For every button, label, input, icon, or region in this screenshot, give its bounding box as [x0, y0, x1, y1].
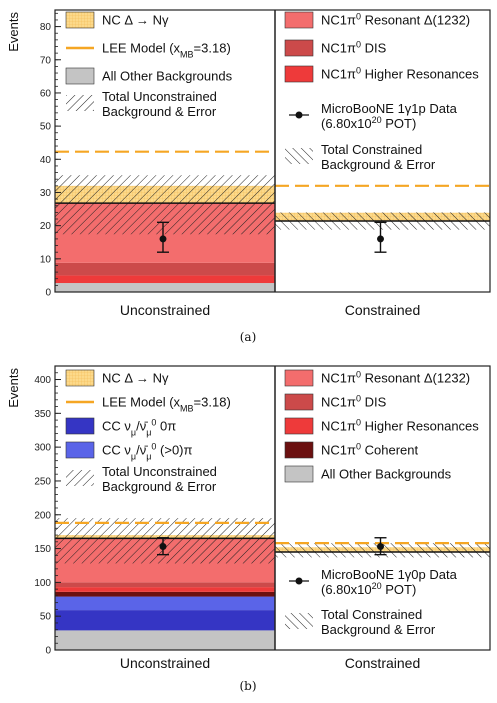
legend-right-lower-hatch-con-label: Total Constrained	[321, 607, 422, 622]
b-ytick-label: 350	[34, 409, 51, 420]
legend-right-hatch-con-label-line2: Background & Error	[321, 157, 436, 172]
legend-left-cc0-label: CC νμ/ν̄μ0 0π	[102, 418, 176, 438]
legend-left-hatch-unc-label-line2: Background & Error	[102, 479, 217, 494]
a-ytick-label: 60	[40, 88, 52, 99]
legend-right-nc-res-label: NC1π0 Resonant Δ(1232)	[321, 12, 470, 28]
legend-right-data-label-line2: (6.80x1020 POT)	[321, 115, 416, 131]
b-ytick-label: 200	[34, 510, 51, 521]
b-y-axis-title: Events	[6, 368, 21, 408]
a-plot-frame	[54, 9, 491, 293]
legend-right-other-bkg-swatch	[284, 465, 314, 483]
a-bar-unconstrained-2	[55, 262, 275, 276]
legend-right-nc-dis-swatch	[284, 393, 314, 411]
legend-right-nc-higher-label: NC1π0 Higher Resonances	[321, 66, 479, 82]
legend-left-hatch-unc-label: Total Unconstrained	[102, 464, 217, 479]
legend-right-hatch-con-swatch	[285, 148, 313, 164]
b-error-band-constrained	[275, 543, 490, 558]
b-ytick-label: 50	[40, 612, 52, 623]
b-ytick-label: 300	[34, 443, 51, 454]
legend-right-nc-dis-swatch	[284, 39, 314, 57]
a-y-axis-title: Events	[6, 12, 21, 52]
a-data-point-0	[159, 235, 167, 243]
legend-right-data-marker	[295, 111, 303, 119]
a-category-label-1: Constrained	[345, 302, 421, 318]
legend-left-lee-label: LEE Model (xMB=3.18)	[102, 395, 231, 414]
b-bar-unconstrained-4	[55, 587, 275, 592]
a-ytick-label: 0	[45, 288, 51, 299]
legend-right-nc-higher-swatch	[284, 65, 314, 83]
legend-right-lower-data-marker	[295, 577, 303, 585]
legend-left-cc0-swatch	[65, 417, 95, 435]
a-ytick-label: 10	[40, 254, 52, 265]
b-bar-unconstrained-3	[55, 591, 275, 597]
legend-left-other-bkg-swatch	[65, 67, 95, 85]
a-ytick-label: 70	[40, 55, 52, 66]
b-ytick-label: 400	[34, 375, 51, 386]
b-error-band-unconstrained	[55, 518, 275, 564]
legend-right-lower-data-label-line2: (6.80x1020 POT)	[321, 581, 416, 597]
legend-left-nc-delta-label: NC Δ → Nγ	[102, 13, 169, 28]
a-ytick-label: 50	[40, 122, 52, 133]
chart-panel-a: 0 10 20 30 40 50 60 70 80 Events Unconstrained Cons…	[6, 9, 491, 344]
legend-left-other-bkg-label: All Other Backgrounds	[102, 69, 233, 84]
legend-right-nc-coh-swatch	[284, 441, 314, 459]
b-bar-unconstrained-0	[55, 630, 275, 650]
legend-left-lee-label: LEE Model (xMB=3.18)	[102, 41, 231, 60]
legend-right-data-label: MicroBooNE 1γ1p Data	[321, 101, 458, 116]
b-bar-unconstrained-2	[55, 596, 275, 611]
legend-left-nc-delta-swatch	[65, 369, 95, 387]
legend-left-hatch-unc-swatch	[66, 470, 94, 486]
legend-right-lower-hatch-con-label-line2: Background & Error	[321, 622, 436, 637]
a-ytick-label: 40	[40, 155, 52, 166]
legend-left-hatch-unc-label-line2: Background & Error	[102, 104, 217, 119]
legend-left-nc-delta-label: NC Δ → Nγ	[102, 371, 169, 386]
a-bar-unconstrained-0	[55, 283, 275, 292]
a-error-band-unconstrained	[55, 175, 275, 235]
legend-right-nc-res-label: NC1π0 Resonant Δ(1232)	[321, 370, 470, 386]
a-panel-caption: (a)	[240, 330, 257, 344]
a-ytick-label: 20	[40, 221, 52, 232]
legend-right-lower-data-label: MicroBooNE 1γ0p Data	[321, 567, 458, 582]
b-bar-unconstrained-1	[55, 610, 275, 631]
b-panel-caption: (b)	[239, 679, 256, 693]
legend-right-nc-higher-swatch	[284, 417, 314, 435]
b-data-point-1	[377, 543, 384, 551]
b-category-label-1: Constrained	[345, 655, 421, 671]
b-ytick-label: 100	[34, 578, 51, 589]
a-ytick-label: 30	[40, 188, 52, 199]
legend-right-nc-higher-label: NC1π0 Higher Resonances	[321, 418, 479, 434]
b-ytick-label: 150	[34, 544, 51, 555]
b-category-label-0: Unconstrained	[120, 655, 210, 671]
legend-left-hatch-unc-swatch	[66, 95, 94, 111]
legend-right-lower-hatch-con-swatch	[285, 613, 313, 629]
chart-panel-b: 0 50 100 150 200 250 300 350 400 Events Unconstrai…	[6, 365, 491, 693]
legend-right-nc-res-swatch	[284, 369, 314, 387]
a-ytick-label: 80	[40, 22, 52, 33]
b-ytick-label: 0	[45, 646, 51, 657]
legend-right-nc-res-swatch	[284, 11, 314, 29]
b-bar-unconstrained-5	[55, 582, 275, 588]
legend-right-nc-coh-label: NC1π0 Coherent	[321, 442, 418, 458]
legend-left-nc-delta-swatch	[65, 11, 95, 29]
legend-left-cc1-label: CC νμ/ν̄μ0 (>0)π	[102, 442, 192, 462]
legend-right-nc-dis-label: NC1π0 DIS	[321, 40, 387, 56]
legend-right-other-bkg-label: All Other Backgrounds	[321, 467, 452, 482]
a-data-point-1	[377, 235, 384, 243]
legend-right-nc-dis-label: NC1π0 DIS	[321, 394, 387, 410]
b-data-point-0	[159, 543, 167, 551]
legend-left-hatch-unc-label: Total Unconstrained	[102, 89, 217, 104]
a-category-label-0: Unconstrained	[120, 302, 210, 318]
legend-left-cc1-swatch	[65, 441, 95, 459]
legend-right-hatch-con-label: Total Constrained	[321, 142, 422, 157]
a-bar-unconstrained-1	[55, 275, 275, 284]
b-ytick-label: 250	[34, 476, 51, 487]
